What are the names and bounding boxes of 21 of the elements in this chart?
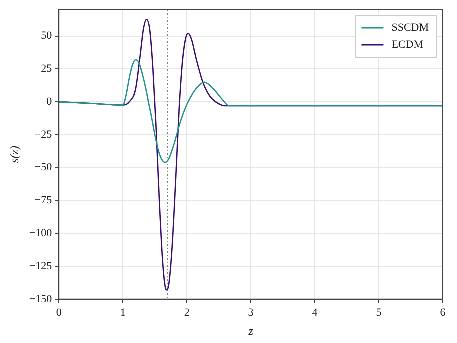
x-tick-label: 6	[440, 306, 446, 319]
y-tick-label: −75	[34, 194, 53, 207]
x-tick-label: 5	[376, 306, 382, 319]
y-tick-label: −25	[34, 128, 53, 141]
y-tick-label: −150	[29, 293, 53, 306]
legend-label: ECDM	[392, 38, 424, 51]
y-tick-label: 0	[46, 96, 53, 108]
x-tick-label: 3	[248, 306, 254, 319]
y-tick-label: 50	[41, 30, 53, 42]
legend-label: SSCDM	[392, 22, 430, 34]
x-tick-label: 1	[120, 306, 126, 319]
x-tick-label: 2	[184, 306, 190, 319]
y-tick-label: 25	[41, 63, 53, 76]
y-tick-label: −50	[34, 162, 53, 174]
y-tick-label: −125	[29, 260, 53, 272]
x-tick-label: 0	[56, 306, 62, 319]
x-tick-label: 4	[312, 306, 318, 319]
y-axis-title: s(z)	[7, 146, 22, 164]
x-axis-title: z	[248, 324, 254, 338]
line-series	[59, 59, 443, 164]
y-tick-label: −100	[29, 228, 53, 240]
